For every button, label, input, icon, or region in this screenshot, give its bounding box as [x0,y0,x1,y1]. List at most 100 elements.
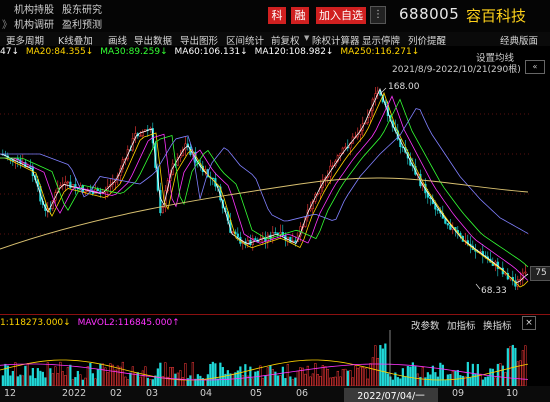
volume-bar [396,377,399,386]
add-to-watchlist-button[interactable]: 加入自选 [316,7,366,24]
volume-bar [16,376,19,386]
volume-bar [274,371,277,386]
volume-bar [84,377,87,386]
stock-name: 容百科技 [466,7,527,25]
volume-bar [379,345,382,386]
volume-bar [439,362,442,386]
collapse-arrow-icon[interactable]: « [525,60,545,74]
candle-body [449,224,452,230]
volume-bar [479,373,482,386]
candle-body [71,184,74,188]
candlestick-chart[interactable] [0,74,530,290]
toolbar-kline-overlay[interactable]: K线叠加 [58,36,93,47]
volume-bar [251,378,254,386]
volume-bar [114,369,117,386]
volume-bar [264,375,267,386]
volume-bar [356,367,359,386]
volume-bar [339,376,342,386]
volume-bar [191,362,194,386]
volume-bar [369,363,372,386]
volume-bar [481,379,484,386]
volume-chart[interactable] [0,330,530,386]
volume-bar [76,370,79,386]
volume-bar [304,373,307,386]
toolbar-more-periods[interactable]: 更多周期 [6,36,45,47]
volume-bar [4,363,7,386]
close-panel-icon[interactable]: × [522,316,536,330]
candle-body [246,239,249,245]
volume-bar [234,372,237,386]
more-icon[interactable]: ⋮ [370,6,386,24]
volume-bar [311,373,314,386]
volume-bar [424,377,427,386]
volume-bar [374,345,377,386]
volume-bar [189,375,192,386]
toolbar-price-alert[interactable]: 列价提醒 [408,36,447,47]
axis-label: 02 [110,388,123,399]
volume-bar [66,367,69,386]
candle-body [311,201,314,209]
chevron-down-icon: ▼ [304,34,310,42]
volume-bar [26,363,29,386]
volume-bar [106,372,109,386]
volume-bar [364,368,367,386]
date-axis: 12 2022 02 03 04 05 06 2022/07/04/一 09 1… [0,386,550,402]
ma-settings-button[interactable]: 设置均线 [476,53,515,64]
volume-bar [41,371,44,386]
volume-bar [169,367,172,386]
toolbar-show-suspension[interactable]: 显示停牌 [362,36,401,47]
volume-bar [386,373,389,386]
change-params-button[interactable]: 改参数 [411,321,440,332]
volume-bar [409,366,412,386]
volume-bar [184,363,187,386]
toolbar-classic-layout[interactable]: 经典版面 [500,36,539,47]
volume-bar [501,365,504,386]
volume-bar [366,378,369,386]
ma-legend-item: MA250:116.271↓ [340,47,420,57]
nav-institutional-holdings[interactable]: 机构持股 [14,5,54,16]
volume-bar [6,365,9,386]
toolbar-exright-calculator[interactable]: 除权计算器 [312,36,360,47]
volume-bar [44,377,47,386]
volume-bar [74,377,77,386]
volume-bar [411,362,414,386]
volume-bar [301,367,304,386]
volume-bar [111,364,114,386]
volume-bar [261,378,264,386]
toolbar-export-image[interactable]: 导出图形 [180,36,219,47]
switch-indicator-button[interactable]: 换指标 [483,321,512,332]
volume-bar [131,366,134,386]
volume-bar [91,373,94,386]
candle-body [141,131,144,136]
date-range-label: 2021/8/9-2022/10/21(290根) [392,65,521,75]
volume-bar [349,370,352,386]
nav-profit-forecast[interactable]: 盈利预测 [62,20,102,31]
candle-body [516,279,519,287]
volume-bar [281,366,284,386]
volume-bar [376,358,379,386]
candle-body [96,188,99,191]
nav-institutional-survey[interactable]: 机构调研 [14,20,54,31]
volume-bar [241,375,244,386]
volume-bar [134,372,137,386]
volume-bar [69,364,72,386]
volume-bar [394,372,397,386]
volume-bar [136,372,139,386]
volume-bar [436,376,439,386]
nav-shareholder-research[interactable]: 股东研究 [62,5,102,16]
toolbar-range-stats[interactable]: 区间统计 [226,36,265,47]
volume-bar [451,370,454,386]
toolbar-export-data[interactable]: 导出数据 [134,36,173,47]
volume-bar [299,367,302,386]
current-price-tag: 75 [530,266,550,281]
volume-bar [321,365,324,386]
volume-bar [329,377,332,386]
candle-body [159,190,162,214]
toolbar-draw-line[interactable]: 画线 [108,36,128,47]
add-indicator-button[interactable]: 加指标 [447,321,476,332]
candle-body [436,208,439,211]
volume-bar [509,346,512,386]
toolbar-forward-adjust[interactable]: 前复权 [271,36,300,47]
volume-bar [324,366,327,386]
volume-bar [94,378,97,386]
